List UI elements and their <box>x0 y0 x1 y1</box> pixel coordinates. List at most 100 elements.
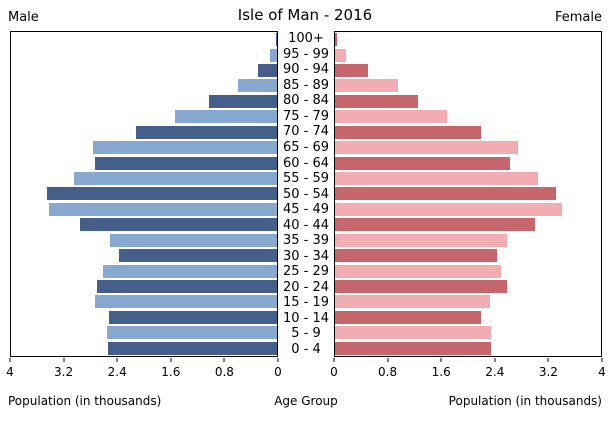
x-axis-tick-mark <box>440 358 442 362</box>
male-bar <box>270 48 277 62</box>
male-bar <box>110 233 277 247</box>
male-bar-row <box>11 63 277 78</box>
male-bar <box>73 172 277 185</box>
male-bar-row <box>11 47 277 62</box>
female-bar-row <box>335 32 601 47</box>
x-axis-tick-mark <box>387 358 389 362</box>
male-bars-panel <box>10 31 278 357</box>
age-group-label: 50 - 54 <box>282 186 330 202</box>
age-group-axis-label: Age Group <box>274 394 338 408</box>
male-bar-row <box>11 294 277 309</box>
male-bar-row <box>11 171 277 186</box>
male-bar-row <box>11 140 277 155</box>
male-bar-row <box>11 32 277 47</box>
chart-title: Isle of Man - 2016 <box>237 6 373 24</box>
x-axis-tick-label: 0 <box>330 365 338 379</box>
female-bar-row <box>335 78 601 93</box>
x-axis-tick-mark <box>277 358 279 362</box>
male-bar <box>93 141 277 155</box>
age-group-label: 55 - 59 <box>282 171 330 187</box>
male-bar-row <box>11 340 277 355</box>
female-bar-row <box>335 202 601 217</box>
male-bar <box>48 202 277 216</box>
x-axis-tick-mark <box>223 358 225 362</box>
female-bar <box>335 156 510 170</box>
x-axis-tick-mark <box>601 358 603 362</box>
age-group-label: 65 - 69 <box>282 139 330 155</box>
male-bar <box>275 33 277 47</box>
male-bar-row <box>11 202 277 217</box>
female-bar-row <box>335 125 601 140</box>
x-axis-tick-mark <box>9 358 11 362</box>
female-bar-row <box>335 63 601 78</box>
x-axis-tick-label: 4 <box>598 365 606 379</box>
female-bar <box>335 295 490 309</box>
x-axis-tick-label: 1.6 <box>161 365 181 379</box>
male-bar-row <box>11 248 277 263</box>
female-bar-row <box>335 340 601 355</box>
age-group-label: 60 - 64 <box>282 155 330 171</box>
male-bar-row <box>11 78 277 93</box>
female-bar-row <box>335 248 601 263</box>
female-side-title: Female <box>554 10 602 25</box>
female-bar <box>335 326 491 340</box>
female-bar-row <box>335 294 601 309</box>
female-bar-row <box>335 155 601 170</box>
female-bar-row <box>335 217 601 232</box>
x-axis-tick-mark <box>333 358 335 362</box>
female-bar-row <box>335 140 601 155</box>
male-bar-row <box>11 186 277 201</box>
age-group-label: 30 - 34 <box>282 248 330 264</box>
x-axis-tick-mark <box>547 358 549 362</box>
female-bar-row <box>335 94 601 109</box>
age-group-label: 20 - 24 <box>282 279 330 295</box>
female-bar-row <box>335 171 601 186</box>
male-bar-row <box>11 94 277 109</box>
x-axis-tick-mark <box>494 358 496 362</box>
male-bar <box>46 187 277 201</box>
x-axis-tick-label: 0.8 <box>378 365 398 379</box>
x-axis-tick-label: 1.6 <box>431 365 451 379</box>
male-bar <box>107 326 277 340</box>
female-bar-row <box>335 109 601 124</box>
x-axis-tick-label: 2.4 <box>107 365 127 379</box>
female-bar <box>335 187 556 201</box>
x-axis-tick-label: 4 <box>6 365 14 379</box>
age-group-label: 95 - 99 <box>282 46 330 62</box>
age-group-label: 70 - 74 <box>282 124 330 140</box>
x-axis-tick-label: 3.2 <box>538 365 558 379</box>
x-axis-tick-mark <box>170 358 172 362</box>
x-axis-tick-label: 3.2 <box>54 365 74 379</box>
female-x-axis-label: Population (in thousands) <box>448 394 602 408</box>
male-bar <box>208 94 277 108</box>
female-bar-row <box>335 279 601 294</box>
female-x-axis-ticks: 0 0.8 1.6 2.4 3.2 4 <box>330 358 606 394</box>
male-bar <box>258 64 277 78</box>
female-bar <box>335 202 562 216</box>
age-group-label: 10 - 14 <box>282 310 330 326</box>
female-bar <box>335 264 502 278</box>
male-bar-row <box>11 217 277 232</box>
female-bar <box>335 33 337 47</box>
age-group-label: 75 - 79 <box>282 108 330 124</box>
x-axis-tick-mark <box>116 358 118 362</box>
male-side-title: Male <box>8 10 39 25</box>
female-bar <box>335 94 419 108</box>
male-bar-row <box>11 125 277 140</box>
male-bar-row <box>11 263 277 278</box>
age-group-label: 100+ <box>288 31 324 47</box>
female-bar <box>335 279 508 293</box>
female-bar <box>335 233 507 247</box>
male-bar <box>238 79 277 93</box>
male-bar-row <box>11 279 277 294</box>
female-bar-row <box>335 310 601 325</box>
male-bar-row <box>11 310 277 325</box>
age-group-labels-column: 100+ 95 - 99 90 - 94 85 - 89 80 - 84 75 - 79 7… <box>278 31 334 357</box>
male-bar <box>79 218 277 232</box>
age-group-label: 40 - 44 <box>282 217 330 233</box>
male-bar <box>94 156 277 170</box>
male-bar-row <box>11 109 277 124</box>
x-axis-tick-label: 0.8 <box>214 365 234 379</box>
age-group-label: 80 - 84 <box>282 93 330 109</box>
female-bar-row <box>335 47 601 62</box>
